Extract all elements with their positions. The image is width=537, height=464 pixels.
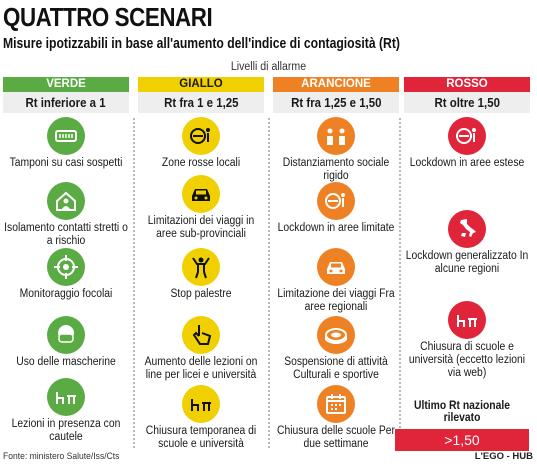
source-note: Fonte: ministero Salute/Iss/Cts [3,451,120,462]
measure-item: Limitazione dei viaggi Fra aree regional… [266,248,406,314]
face-mask-icon [47,316,85,354]
measure-item: Uso delle mascherine [0,316,136,369]
measure-item: Chiusura di scuole e università (eccetto… [397,301,537,380]
credit-label: L'EGO - HUB [474,451,533,462]
distancing-icon [317,117,355,155]
measure-label: Stop palestre [170,288,232,300]
calendar-icon [317,385,355,423]
measure-item: Tamponi su casi sospetti [0,117,136,170]
measure-label: Sospensione di attività Culturali e spor… [284,356,388,381]
measure-item: Limitazioni dei viaggi in aree sub-provi… [131,175,271,241]
measure-item: Lockdown in aree limitate [266,182,406,235]
measure-item: Lezioni in presenza con cautele [0,378,136,444]
last-rt-title: Ultimo Rt nazionale rilevato [413,400,511,424]
column-arancione-range: Rt fra 1,25 e 1,50 [273,92,399,113]
car-icon [317,248,355,286]
measure-label: Tamponi su casi sospetti [9,157,123,169]
crosshair-icon [47,248,85,286]
no-entry-person-icon [182,117,220,155]
no-entry-person-icon [317,182,355,220]
levels-caption: Livelli di allarme [230,61,307,73]
measure-label: Lockdown in aree estese [409,157,525,169]
column-verde: VERDE Rt inferiore a 1 [3,77,129,113]
column-giallo-name: GIALLO [138,77,264,92]
school-desk-icon [448,301,486,339]
measure-item: Distanziamento sociale rigido [266,117,406,183]
measure-item: Isolamento contatti stretti o a rischio [0,182,136,248]
measure-label: Limitazione dei viaggi Fra aree regional… [277,288,395,313]
house-person-icon [47,182,85,220]
car-icon [182,175,220,213]
measure-label: Aumento delle lezioni on line per licei … [144,356,258,381]
measure-label: Distanziamento sociale rigido [282,157,390,182]
column-giallo-range: Rt fra 1 e 1,25 [138,92,264,113]
last-rt-value: >1,50 [395,429,529,451]
gym-person-icon [182,248,220,286]
measure-item: Chiusura temporanea di scuole e universi… [131,385,271,451]
page-subtitle: Misure ipotizzabili in base all'aumento … [3,36,400,52]
measure-label: Monitoraggio focolai [19,288,113,300]
measure-label: Lockdown generalizzato In alcune regioni [405,250,529,275]
measure-item: Chiusura delle scuole Per due settimane [266,385,406,451]
column-rosso-range: Rt oltre 1,50 [404,92,530,113]
swab-test-icon [47,117,85,155]
stadium-icon [317,316,355,354]
column-divider [268,118,270,448]
hand-pointer-icon [182,316,220,354]
column-verde-range: Rt inferiore a 1 [3,92,129,113]
last-rt-box: Ultimo Rt nazionale rilevato >1,50 [395,400,529,451]
measure-item: Zone rosse locali [131,117,271,170]
measure-label: Uso delle mascherine [16,356,116,368]
column-verde-name: VERDE [3,77,129,92]
column-arancione-name: ARANCIONE [273,77,399,92]
measure-label: Lezioni in presenza con cautele [11,418,121,443]
no-entry-person-icon [448,117,486,155]
measure-label: Isolamento contatti stretti o a rischio [4,222,128,247]
measure-item: Lockdown generalizzato In alcune regioni [397,210,537,276]
measure-item: Stop palestre [131,248,271,301]
column-arancione: ARANCIONE Rt fra 1,25 e 1,50 [273,77,399,113]
school-desk-icon [47,378,85,416]
measure-label: Chiusura delle scuole Per due settimane [277,425,395,450]
column-giallo: GIALLO Rt fra 1 e 1,25 [138,77,264,113]
column-divider [399,118,401,448]
measure-label: Chiusura temporanea di scuole e universi… [145,425,257,450]
italy-map-icon [448,210,486,248]
measure-item: Lockdown in aree estese [397,117,537,170]
measure-label: Zone rosse locali [161,157,241,169]
column-rosso-name: ROSSO [404,77,530,92]
page-title: QUATTRO SCENARI [3,2,213,32]
measure-item: Aumento delle lezioni on line per licei … [131,316,271,382]
column-rosso: ROSSO Rt oltre 1,50 [404,77,530,113]
measure-label: Chiusura di scuole e università (eccetto… [408,341,526,379]
measure-label: Limitazioni dei viaggi in aree sub-provi… [147,215,255,240]
measure-item: Sospensione di attività Culturali e spor… [266,316,406,382]
column-divider [133,118,135,448]
school-desk-icon [182,385,220,423]
measure-item: Monitoraggio focolai [0,248,136,301]
measure-label: Lockdown in aree limitate [277,222,395,234]
